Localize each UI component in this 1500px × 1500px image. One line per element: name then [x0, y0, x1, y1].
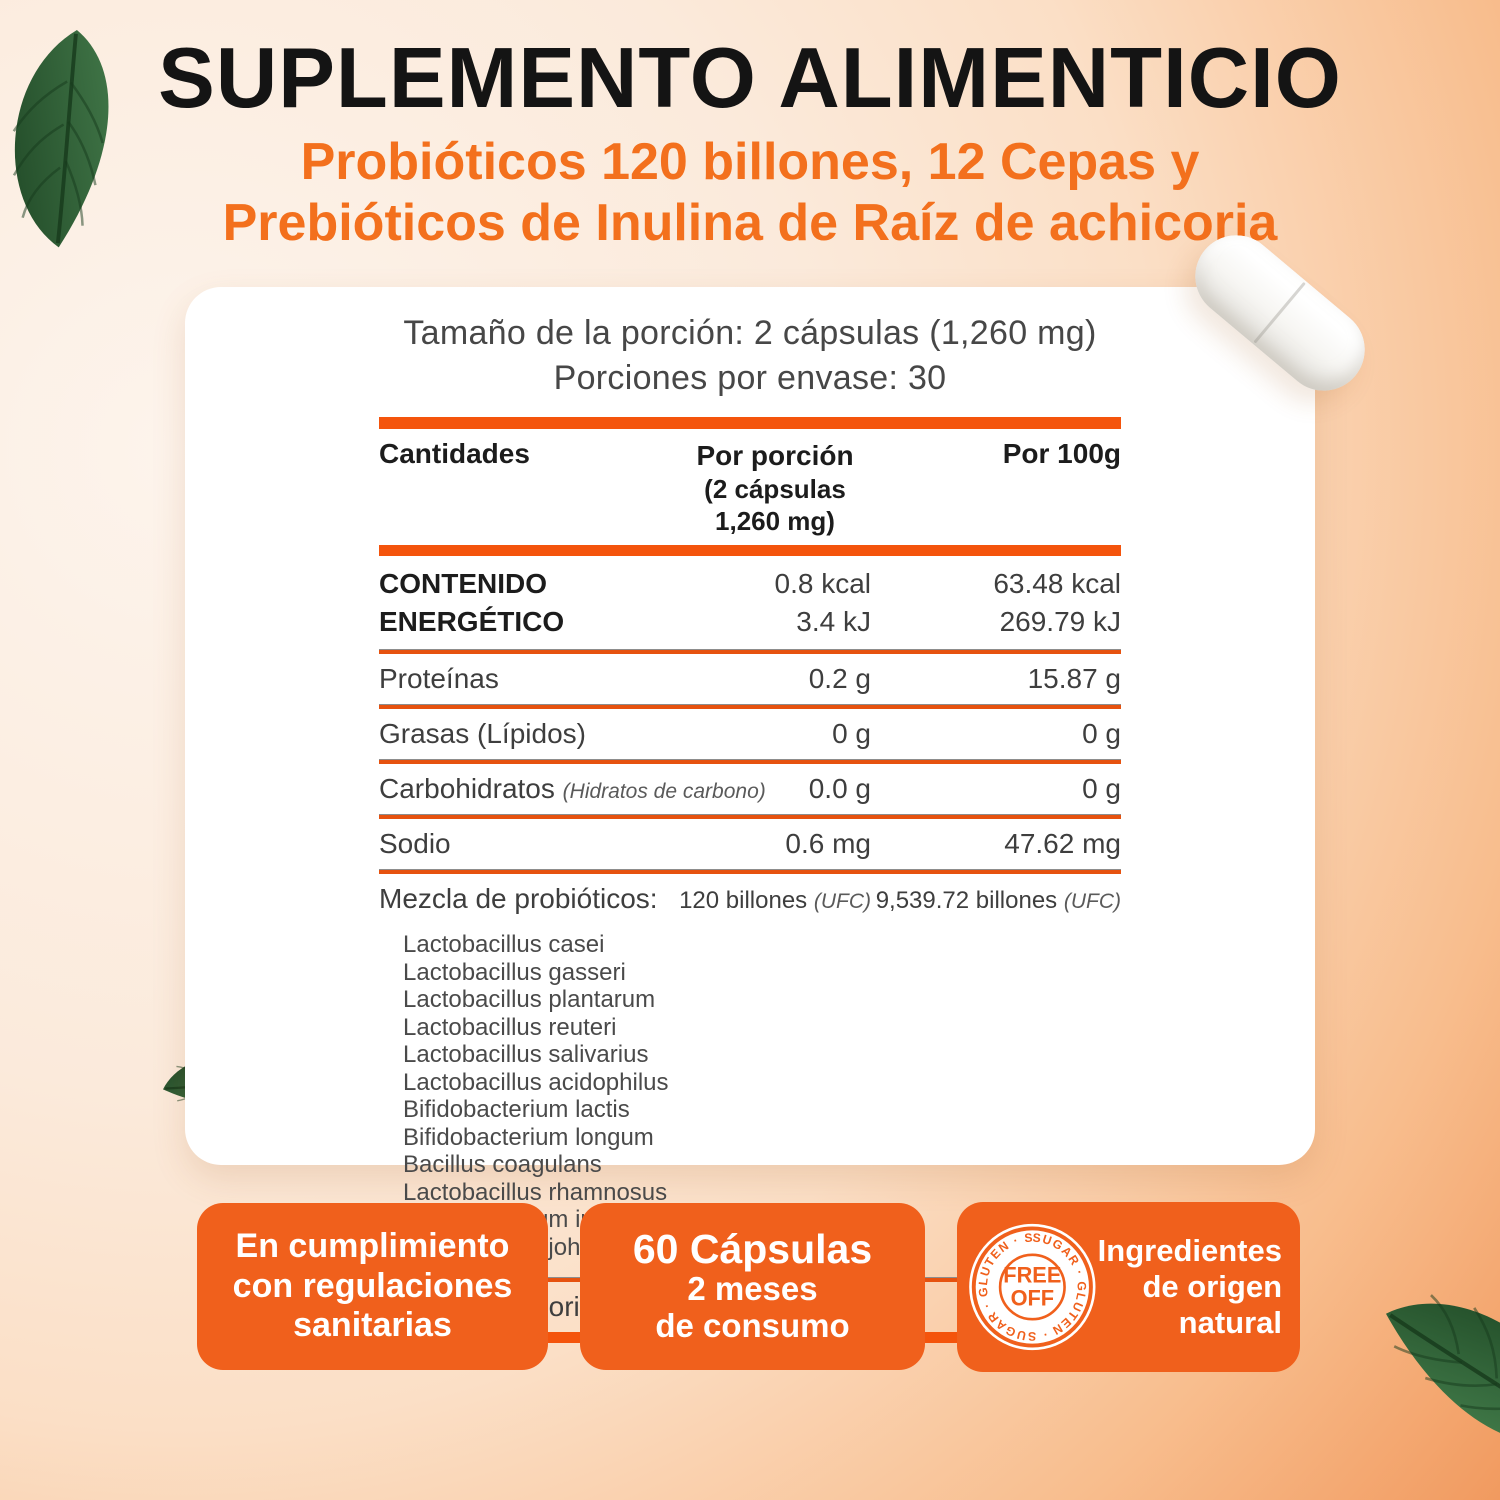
- row-per-100g: 9,539.72 billones (UFC): [875, 887, 1121, 915]
- row-divider: [379, 759, 1121, 765]
- row-per-100g: 0 g: [1082, 773, 1121, 805]
- row-per-serving: 0.6 mg: [785, 828, 871, 860]
- serving-size-line: Tamaño de la porción: 2 cápsulas (1,260 …: [403, 314, 1097, 352]
- col-header-per-100g: Por 100g: [1002, 437, 1121, 469]
- subtitle-line1: Probióticos 120 billones, 12 Cepas y: [300, 133, 1200, 191]
- row-label-note: (Hidratos de carbono): [562, 780, 766, 804]
- page-subtitle: Probióticos 120 billones, 12 Cepas y Pre…: [0, 132, 1500, 255]
- row-per-serving: 0 g: [832, 718, 871, 750]
- nutrition-row-protein: Proteínas 0.2 g 15.87 g: [379, 654, 1121, 704]
- leaf-icon: [1385, 1294, 1500, 1444]
- capsule-count-badge: 60 Cápsulas 2 meses de consumo: [580, 1203, 925, 1370]
- row-per-serving: 0.0 g: [808, 773, 871, 805]
- row-per-100g: 0 g: [1082, 718, 1121, 750]
- table-header-bottom-bar: [379, 544, 1121, 556]
- nutrition-row-energy: CONTENIDO ENERGÉTICO 0.8 kcal 3.4 kJ 63.…: [379, 556, 1121, 650]
- natural-origin-text: Ingredientes de origen natural: [1097, 1233, 1282, 1340]
- row-divider: [379, 814, 1121, 820]
- nutrition-row-sodium: Sodio 0.6 mg 47.62 mg: [379, 819, 1121, 869]
- leaf-icon: [12, 30, 109, 248]
- probiotic-item: Lactobacillus plantarum: [403, 986, 656, 1014]
- row-label: Carbohidratos (Hidratos de carbono): [379, 773, 766, 805]
- row-divider: [379, 869, 1121, 875]
- compliance-badge: En cumplimiento con regulaciones sanitar…: [197, 1203, 548, 1370]
- row-per-100g: 15.87 g: [1027, 663, 1121, 695]
- nutrition-row-fat: Grasas (Lípidos) 0 g 0 g: [379, 709, 1121, 759]
- capsule-seam: [1253, 281, 1306, 344]
- row-label: Mezcla de probióticos:: [379, 883, 658, 915]
- row-divider: [379, 649, 1121, 655]
- stamp-free-text: FREE: [1003, 1263, 1061, 1288]
- col-header-per-serving-sub: (2 cápsulas 1,260 mg): [704, 473, 846, 537]
- nutrition-facts-card: Tamaño de la porción: 2 cápsulas (1,260 …: [185, 287, 1315, 1344]
- row-divider: [379, 704, 1121, 710]
- probiotic-item: Bacillus coagulans: [403, 1151, 602, 1179]
- servings-per-container-line: Porciones por envase: 30: [553, 358, 947, 397]
- row-label: CONTENIDO ENERGÉTICO: [379, 567, 565, 637]
- probiotic-item: Lactobacillus reuteri: [403, 1013, 617, 1041]
- row-per-serving: 0.8 kcal 3.4 kJ: [774, 567, 872, 637]
- probiotic-item: Lactobacillus gasseri: [403, 958, 626, 986]
- stamp-off-text: OFF: [1011, 1285, 1055, 1310]
- nutrition-row-probiotic-mix: Mezcla de probióticos: 120 billones (UFC…: [379, 874, 1121, 917]
- col-header-per-serving: Por porción (2 cápsulas 1,260 mg): [679, 438, 871, 538]
- probiotic-item: Lactobacillus rhamnosus: [403, 1178, 668, 1206]
- table-header-row: Cantidades Por porción (2 cápsulas 1,260…: [379, 429, 1121, 545]
- free-of-badge: SUGAR · GLUTEN · SUGAR · GLUTEN · SUGAR …: [957, 1202, 1300, 1372]
- table-top-bar: [379, 416, 1121, 429]
- row-label: Proteínas: [379, 663, 499, 695]
- probiotic-item: Bifidobacterium longum: [403, 1123, 654, 1151]
- row-per-100g: 47.62 mg: [1004, 828, 1121, 860]
- row-per-serving: 120 billones (UFC): [679, 887, 871, 915]
- probiotic-item: Lactobacillus casei: [403, 931, 605, 959]
- free-off-stamp-icon: SUGAR · GLUTEN · SUGAR · GLUTEN · SUGAR …: [967, 1211, 1096, 1351]
- row-per-100g: 63.48 kcal 269.79 kJ: [993, 567, 1121, 637]
- subtitle-line2: Prebióticos de Inulina de Raíz de achico…: [222, 194, 1278, 253]
- nutrition-row-carbs: Carbohidratos (Hidratos de carbono) 0.0 …: [379, 764, 1121, 814]
- row-per-serving: 0.2 g: [808, 663, 871, 695]
- row-label: Grasas (Lípidos): [379, 718, 586, 750]
- probiotic-item: Lactobacillus acidophilus: [403, 1068, 669, 1096]
- col-header-amounts: Cantidades: [379, 437, 530, 469]
- row-label: Sodio: [379, 828, 451, 860]
- page-title: SUPLEMENTO ALIMENTICIO: [158, 31, 1342, 126]
- probiotic-item: Bifidobacterium lactis: [403, 1096, 630, 1124]
- probiotic-item: Lactobacillus salivarius: [403, 1041, 649, 1069]
